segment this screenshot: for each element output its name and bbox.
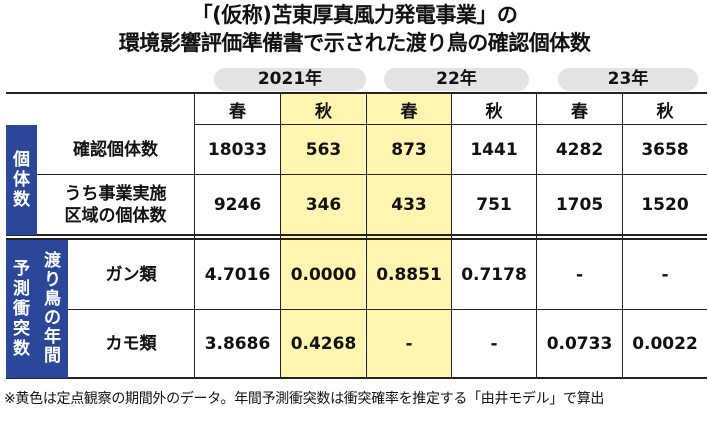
col-divider-4 <box>536 93 537 378</box>
table-cell: 0.8851 <box>376 264 442 285</box>
row-divider-1 <box>6 174 707 175</box>
table-cell: 1705 <box>555 194 604 215</box>
table-cell: 1520 <box>641 194 689 215</box>
title-line-2: 環境影響評価準備書で示された渡り鳥の確認個体数 <box>118 31 591 55</box>
row-label-geese: ガン類 <box>105 264 157 285</box>
section-divider-double <box>6 238 707 240</box>
row-divider-2 <box>68 309 707 310</box>
section-divider <box>6 234 707 236</box>
col-divider-2 <box>366 93 367 378</box>
table-top-rule <box>6 92 707 94</box>
table-cell: 4282 <box>555 139 604 160</box>
table-cell: - <box>490 333 498 354</box>
table-cell: 0.7178 <box>461 264 527 285</box>
year-header-22: 22年 <box>384 68 529 91</box>
table-cell: 433 <box>391 194 427 215</box>
table-cell: 346 <box>305 194 342 215</box>
title-line-1: 「(仮称)苫東厚真風力発電事業」の <box>191 3 518 27</box>
table-cell: 563 <box>305 139 342 160</box>
year-header-2021: 2021年 <box>214 68 366 91</box>
row-label-ducks: カモ類 <box>105 333 157 354</box>
table-cell: 0.0000 <box>290 264 357 285</box>
table-cell: - <box>661 264 669 285</box>
table-cell: 0.0022 <box>632 333 698 354</box>
table-cell: - <box>405 333 413 354</box>
table-bottom-rule <box>6 377 707 379</box>
season-header: 秋 <box>485 101 503 122</box>
table-cell: 9246 <box>213 194 262 215</box>
season-header: 秋 <box>656 101 674 122</box>
table-cell: 3.8686 <box>204 333 271 354</box>
row-label-in-project-area: うち事業実施 区域の個体数 <box>64 183 167 226</box>
table-cell: 18033 <box>207 139 268 160</box>
table-cell: 751 <box>476 194 512 215</box>
year-header-23: 23年 <box>558 68 698 91</box>
table-cell: 0.0733 <box>546 333 613 354</box>
col-divider-1 <box>280 93 281 378</box>
col-divider-3 <box>451 93 452 378</box>
group-label-prediction: 予測衝突数 <box>6 240 37 378</box>
table-cell: 3658 <box>641 139 689 160</box>
col-divider-5 <box>622 93 623 378</box>
table-cell: 4.7016 <box>204 264 271 285</box>
row-label-confirmed: 確認個体数 <box>73 139 158 160</box>
table-cell: 0.4268 <box>290 333 357 354</box>
footnote: ※黄色は定点観察の期間外のデータ。年間予測衝突数は衝突確率を推定する「由井モデル… <box>4 391 605 407</box>
table-cell: 1441 <box>470 139 518 160</box>
season-header: 春 <box>400 101 418 122</box>
table-cell: 873 <box>391 139 427 160</box>
group-label-individuals: 個体数 <box>6 125 37 235</box>
table-cell: - <box>575 264 584 285</box>
season-header: 春 <box>229 101 246 122</box>
season-header: 秋 <box>315 101 332 122</box>
group-sublabel-migratory-annual: 渡り鳥の年間 <box>37 240 68 378</box>
season-header: 春 <box>571 101 588 122</box>
col-divider-0 <box>194 93 195 378</box>
